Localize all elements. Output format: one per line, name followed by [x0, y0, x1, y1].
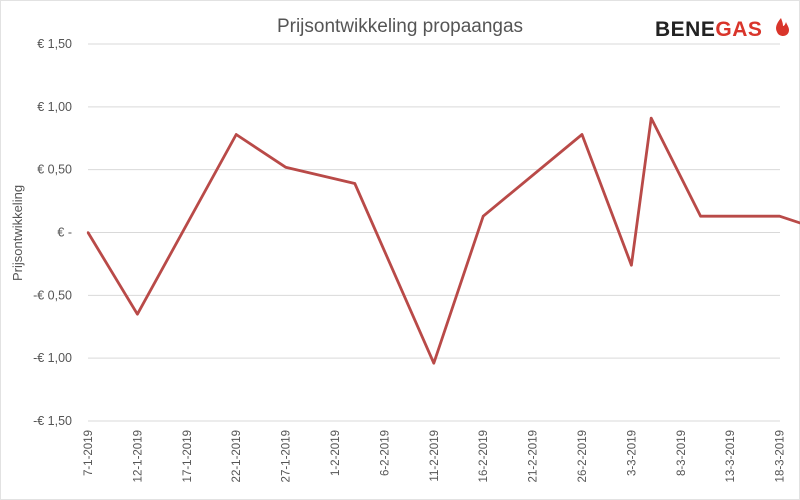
gridlines: [88, 43, 780, 422]
x-tick-label: 26-2-2019: [577, 430, 589, 482]
x-tick-label: 3-3-2019: [626, 430, 638, 476]
x-tick-label: 6-2-2019: [379, 430, 391, 476]
x-tick-label: 18-3-2019: [775, 430, 787, 482]
data-point: [699, 214, 702, 218]
x-tick-label: 1-2-2019: [330, 430, 342, 476]
y-tick-labels: € 1,50 € 1,00 € 0,50 € - -€ 0,50 -€ 1,00 -€ 1,…: [33, 37, 72, 428]
y-tick-label: -€ 0,50: [33, 288, 72, 302]
chart-title: Prijsontwikkeling propaangas: [277, 16, 523, 37]
flame-icon: [776, 18, 789, 36]
series-line-path: [86, 116, 800, 365]
x-tick-label: 8-3-2019: [676, 430, 688, 476]
x-tick-label: 27-1-2019: [281, 430, 293, 482]
x-tick-label: 12-1-2019: [132, 430, 144, 482]
data-point: [482, 214, 485, 218]
y-tick-label: -€ 1,50: [33, 414, 72, 428]
data-point: [630, 263, 633, 267]
data-point: [353, 182, 356, 185]
x-tick-label: 16-2-2019: [478, 430, 490, 482]
x-tick-label: 11-2-2019: [429, 430, 441, 482]
logo-text-accent: GAS: [715, 18, 762, 41]
data-point: [284, 165, 287, 169]
logo: BENEGAS: [655, 18, 789, 41]
y-tick-label: -€ 1,00: [33, 351, 72, 365]
x-tick-label: 13-3-2019: [725, 430, 737, 482]
x-tick-label: 17-1-2019: [182, 430, 194, 482]
data-point: [778, 214, 781, 218]
logo-text: BENEGAS: [655, 18, 762, 41]
y-tick-label: € 0,50: [37, 163, 72, 177]
logo-text-dark: BENE: [655, 18, 715, 41]
data-point: [580, 133, 584, 136]
x-tick-label: 22-1-2019: [231, 430, 243, 482]
data-point: [432, 361, 435, 365]
y-axis-label: Prijsontwikkeling: [10, 185, 25, 281]
y-tick-label: € 1,00: [37, 100, 72, 114]
y-tick-label: € 1,50: [37, 37, 72, 51]
x-tick-labels: 7-1-2019 12-1-2019 17-1-2019 22-1-2019 27-1-…: [83, 430, 787, 482]
data-point: [136, 312, 139, 316]
series-line: [86, 116, 800, 365]
data-point: [235, 133, 238, 136]
data-point: [86, 231, 90, 234]
data-point: [649, 116, 653, 120]
x-tick-label: 21-2-2019: [528, 430, 540, 482]
x-tick-label: 7-1-2019: [83, 430, 95, 476]
y-tick-label: € -: [57, 226, 72, 240]
